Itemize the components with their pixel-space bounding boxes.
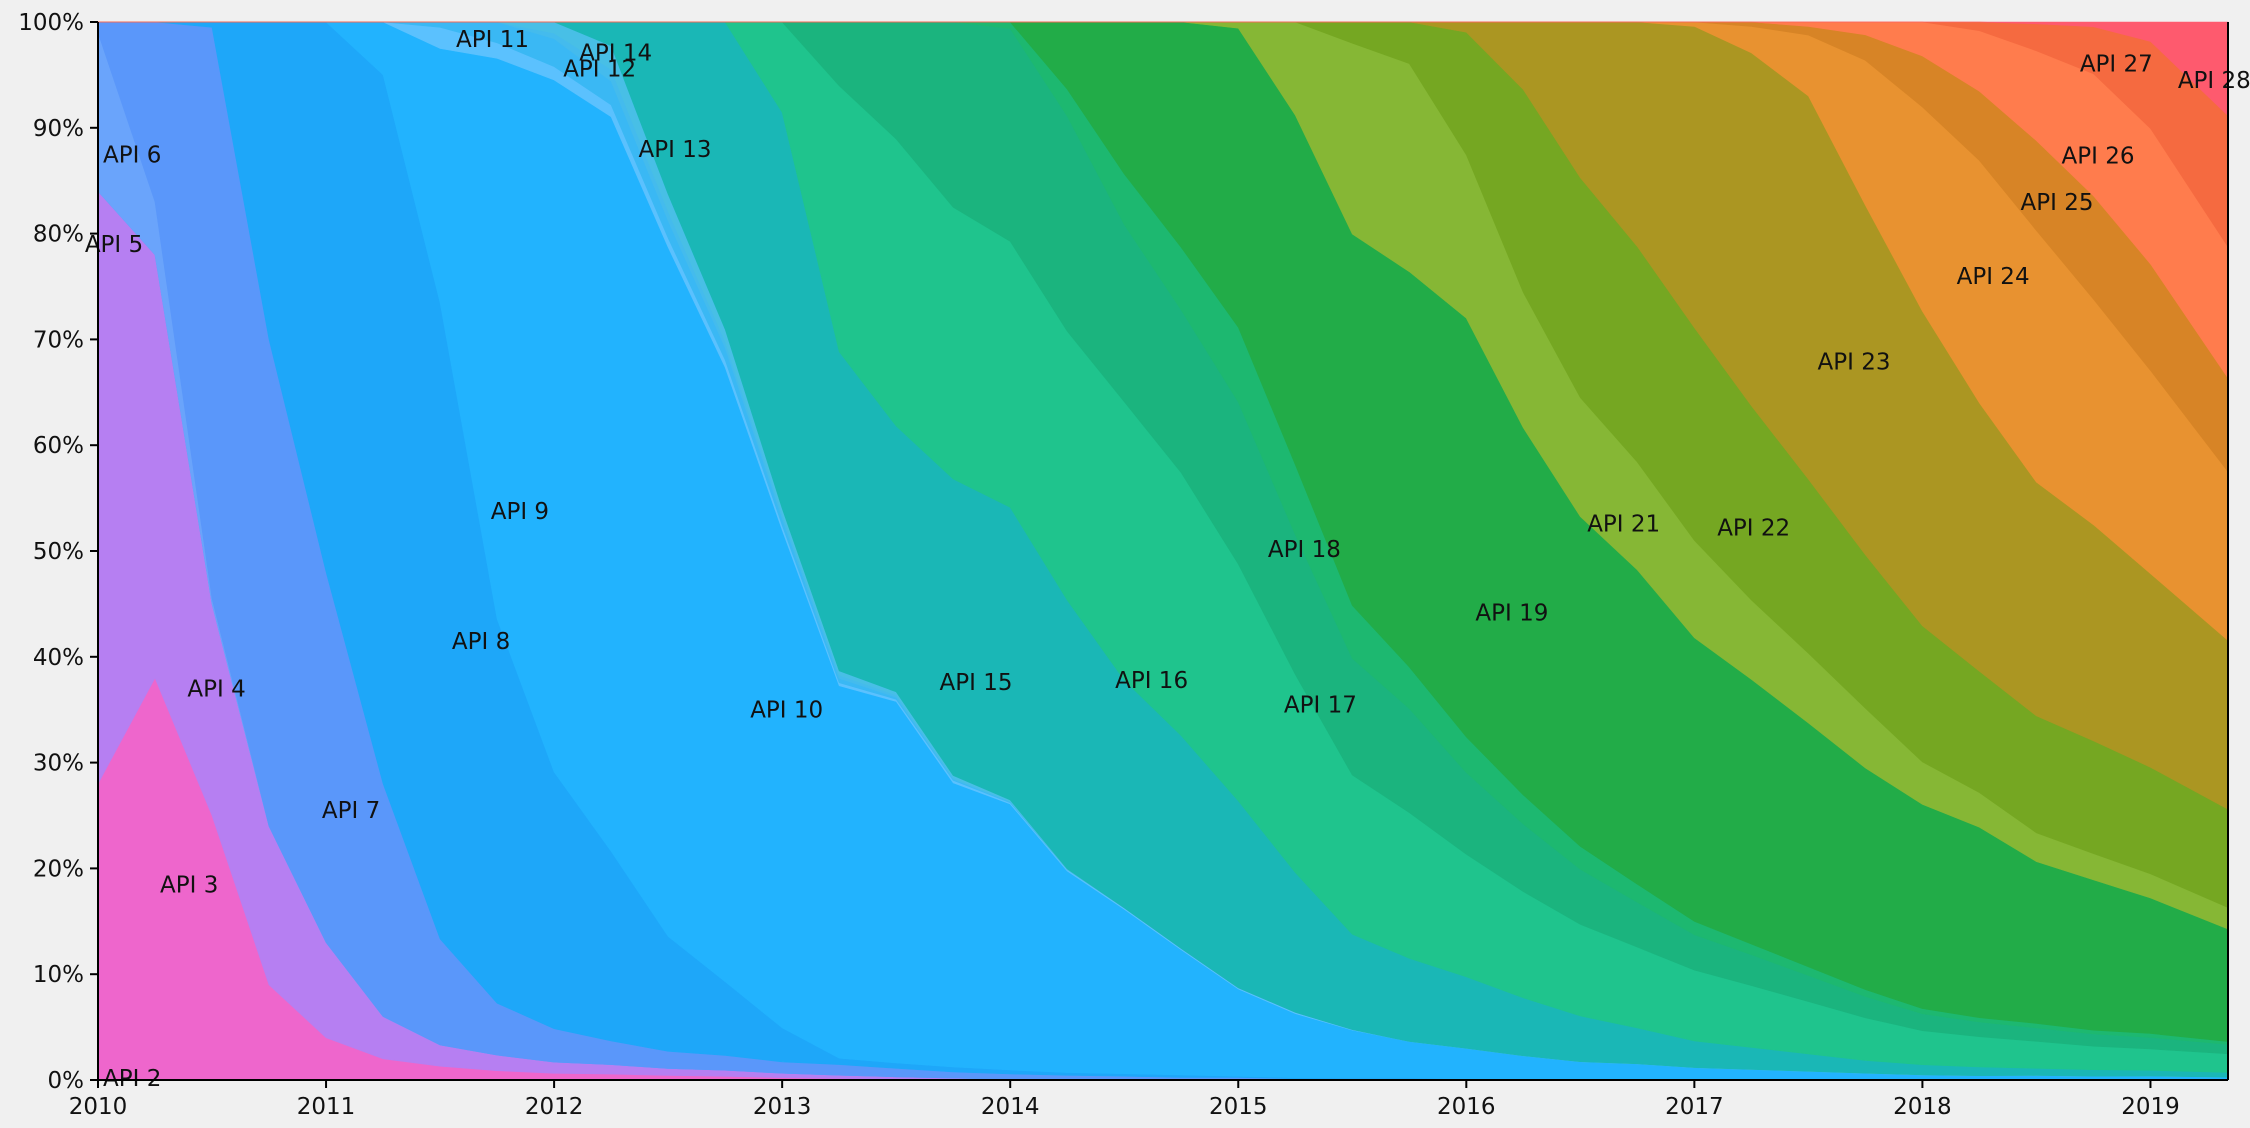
x-tick-label: 2018 — [1893, 1094, 1952, 1120]
series-label-api-6: API 6 — [103, 142, 161, 168]
area-layer — [97, 21, 2229, 1081]
y-tick: 70% — [33, 327, 98, 353]
series-label-api-9: API 9 — [491, 499, 549, 525]
x-tick-label: 2013 — [753, 1094, 812, 1120]
series-label-api-7: API 7 — [322, 798, 380, 824]
y-tick: 60% — [33, 433, 98, 459]
series-label-api-5: API 5 — [85, 232, 143, 258]
y-tick: 50% — [33, 539, 98, 565]
series-label-api-17: API 17 — [1284, 692, 1357, 718]
y-tick-label: 0% — [48, 1068, 85, 1094]
y-tick-label: 20% — [33, 856, 84, 882]
y-tick-label: 70% — [33, 327, 84, 353]
series-label-api-26: API 26 — [2062, 143, 2135, 169]
y-tick: 100% — [18, 10, 98, 36]
x-tick-label: 2016 — [1437, 1094, 1496, 1120]
series-label-layer: API 2 API 3 API 4 API 5 API 6 API 7 API 8 API 9… — [85, 27, 2250, 1092]
y-tick-label: 30% — [33, 751, 84, 777]
y-tick-label: 50% — [33, 539, 84, 565]
series-label-api-8: API 8 — [452, 629, 510, 655]
x-tick: 2013 — [753, 1080, 812, 1120]
y-tick: 40% — [33, 645, 98, 671]
series-label-api-13: API 13 — [639, 137, 712, 163]
y-tick-label: 60% — [33, 433, 84, 459]
y-tick: 20% — [33, 856, 98, 882]
x-tick: 2010 — [69, 1080, 128, 1120]
x-tick: 2017 — [1665, 1080, 1724, 1120]
y-tick-label: 40% — [33, 645, 84, 671]
series-label-api-28: API 28 — [2178, 68, 2250, 94]
series-label-api-22: API 22 — [1717, 516, 1790, 542]
y-tick-label: 10% — [33, 962, 84, 988]
series-label-api-2: API 2 — [103, 1066, 161, 1092]
series-label-api-4: API 4 — [187, 677, 245, 703]
y-tick-label: 80% — [33, 222, 84, 248]
series-label-api-16: API 16 — [1115, 668, 1188, 694]
y-tick: 30% — [33, 751, 98, 777]
series-label-api-3: API 3 — [160, 872, 218, 898]
series-label-api-24: API 24 — [1957, 264, 2030, 290]
series-label-api-18: API 18 — [1268, 537, 1341, 563]
x-tick-label: 2012 — [525, 1094, 584, 1120]
x-tick: 2015 — [1209, 1080, 1268, 1120]
series-label-api-27: API 27 — [2080, 51, 2153, 77]
y-tick-label: 100% — [18, 10, 84, 36]
x-tick-label: 2019 — [2121, 1094, 2180, 1120]
y-tick: 10% — [33, 962, 98, 988]
series-label-api-25: API 25 — [2021, 190, 2094, 216]
x-tick: 2012 — [525, 1080, 584, 1120]
x-tick-label: 2010 — [69, 1094, 128, 1120]
x-tick: 2016 — [1437, 1080, 1496, 1120]
axes: 2010 2011 2012 2013 2014 2015 2016 2017 2018 2019… — [18, 10, 2229, 1120]
x-tick-label: 2015 — [1209, 1094, 1268, 1120]
x-tick-label: 2014 — [981, 1094, 1040, 1120]
series-label-api-19: API 19 — [1475, 600, 1548, 626]
x-tick-label: 2017 — [1665, 1094, 1724, 1120]
x-tick: 2019 — [2121, 1080, 2180, 1120]
series-label-api-11: API 11 — [456, 27, 529, 53]
x-tick: 2014 — [981, 1080, 1040, 1120]
y-tick: 90% — [33, 116, 98, 142]
x-axis-ticks: 2010 2011 2012 2013 2014 2015 2016 2017 2018 2019 — [69, 1080, 2180, 1120]
y-tick: 0% — [48, 1068, 98, 1094]
x-tick: 2011 — [297, 1080, 356, 1120]
x-tick-label: 2011 — [297, 1094, 356, 1120]
y-axis-ticks: 0% 10% 20% 30% 40% 50% 60% 70% 80% 90% 100% — [18, 10, 98, 1094]
x-tick: 2018 — [1893, 1080, 1952, 1120]
y-tick-label: 90% — [33, 116, 84, 142]
series-label-api-12: API 12 — [563, 57, 636, 83]
series-label-api-15: API 15 — [940, 670, 1013, 696]
series-label-api-23: API 23 — [1818, 350, 1891, 376]
series-label-api-21: API 21 — [1587, 512, 1660, 538]
series-label-api-14: API 14 — [579, 41, 652, 67]
y-tick: 80% — [33, 222, 98, 248]
series-label-api-10: API 10 — [750, 698, 823, 724]
